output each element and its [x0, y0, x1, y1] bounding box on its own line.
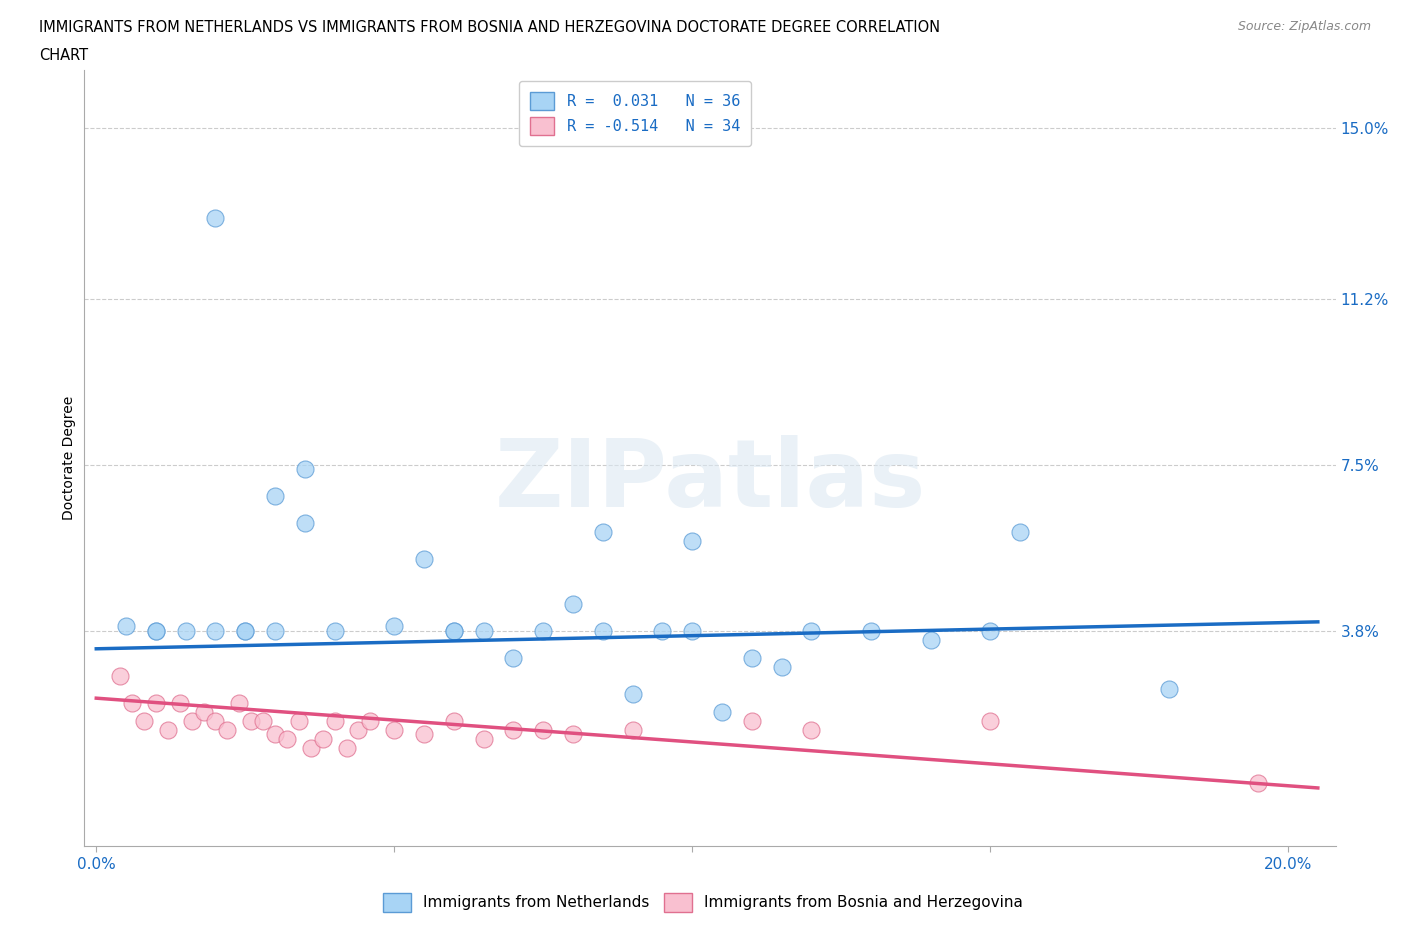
Point	[1247, 776, 1270, 790]
Point	[169, 696, 191, 711]
Point	[359, 713, 381, 728]
Point	[651, 623, 673, 638]
Point	[979, 623, 1001, 638]
Point	[240, 713, 263, 728]
Point	[621, 723, 644, 737]
Point	[531, 723, 554, 737]
Point	[228, 696, 250, 711]
Point	[592, 525, 614, 539]
Point	[145, 696, 167, 711]
Y-axis label: Doctorate Degree: Doctorate Degree	[62, 396, 76, 520]
Point	[592, 623, 614, 638]
Point	[502, 723, 524, 737]
Point	[204, 210, 226, 225]
Point	[502, 650, 524, 665]
Point	[264, 489, 287, 504]
Point	[288, 713, 311, 728]
Point	[323, 623, 346, 638]
Point	[621, 686, 644, 701]
Point	[156, 723, 179, 737]
Point	[413, 726, 436, 741]
Point	[800, 723, 823, 737]
Point	[562, 726, 585, 741]
Point	[562, 596, 585, 611]
Point	[264, 726, 287, 741]
Point	[264, 623, 287, 638]
Point	[741, 650, 763, 665]
Point	[472, 623, 495, 638]
Text: ZIPatlas: ZIPatlas	[495, 435, 925, 527]
Text: CHART: CHART	[39, 48, 89, 63]
Point	[312, 731, 335, 746]
Point	[347, 723, 370, 737]
Point	[443, 623, 465, 638]
Point	[299, 740, 322, 755]
Point	[180, 713, 202, 728]
Legend: R =  0.031   N = 36, R = -0.514   N = 34: R = 0.031 N = 36, R = -0.514 N = 34	[519, 81, 751, 146]
Point	[132, 713, 155, 728]
Point	[979, 713, 1001, 728]
Point	[217, 723, 239, 737]
Point	[233, 623, 256, 638]
Point	[233, 623, 256, 638]
Point	[920, 632, 942, 647]
Point	[145, 623, 167, 638]
Point	[859, 623, 882, 638]
Point	[382, 618, 405, 633]
Point	[531, 623, 554, 638]
Point	[108, 669, 131, 684]
Point	[204, 713, 226, 728]
Point	[145, 623, 167, 638]
Point	[121, 696, 143, 711]
Point	[193, 704, 215, 719]
Point	[443, 623, 465, 638]
Text: Source: ZipAtlas.com: Source: ZipAtlas.com	[1237, 20, 1371, 33]
Point	[681, 534, 703, 549]
Point	[382, 723, 405, 737]
Point	[174, 623, 197, 638]
Point	[770, 659, 793, 674]
Text: IMMIGRANTS FROM NETHERLANDS VS IMMIGRANTS FROM BOSNIA AND HERZEGOVINA DOCTORATE : IMMIGRANTS FROM NETHERLANDS VS IMMIGRANT…	[39, 20, 941, 35]
Point	[335, 740, 357, 755]
Point	[741, 713, 763, 728]
Legend: Immigrants from Netherlands, Immigrants from Bosnia and Herzegovina: Immigrants from Netherlands, Immigrants …	[377, 887, 1029, 918]
Point	[443, 713, 465, 728]
Point	[204, 623, 226, 638]
Point	[294, 515, 316, 530]
Point	[800, 623, 823, 638]
Point	[413, 551, 436, 566]
Point	[1008, 525, 1031, 539]
Point	[252, 713, 274, 728]
Point	[710, 704, 733, 719]
Point	[294, 462, 316, 477]
Point	[1157, 682, 1180, 697]
Point	[323, 713, 346, 728]
Point	[472, 731, 495, 746]
Point	[681, 623, 703, 638]
Point	[115, 618, 138, 633]
Point	[276, 731, 298, 746]
